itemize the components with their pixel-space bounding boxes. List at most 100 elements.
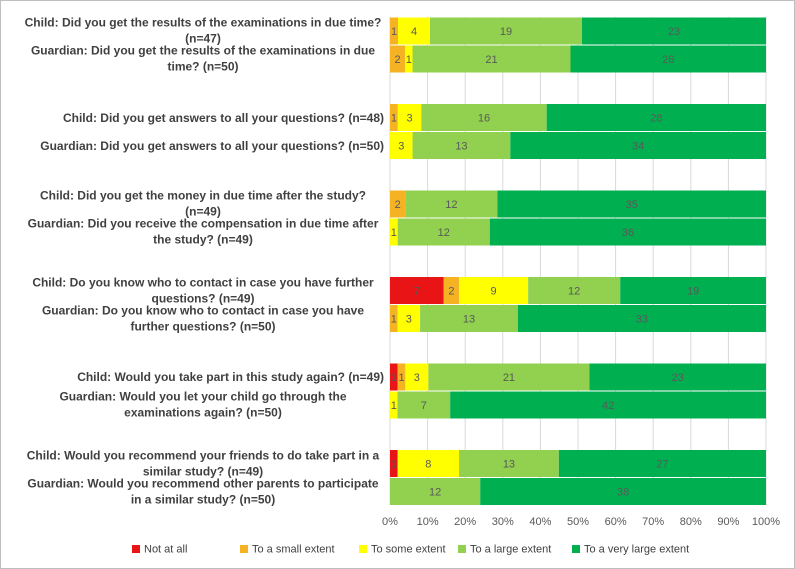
x-tick-label: 30% — [492, 516, 514, 528]
bar-segment — [546, 104, 766, 131]
data-label: 33 — [636, 313, 648, 325]
category-text: Child: Did you get the results of the ex… — [24, 15, 382, 46]
bar-segment — [390, 17, 398, 45]
x-tick-label: 90% — [717, 516, 739, 528]
data-label: 1 — [391, 26, 397, 38]
bar-segment — [450, 391, 766, 419]
bar-segment — [430, 17, 582, 45]
bar-segment — [582, 17, 766, 45]
category-text: Child: Would you take part in this study… — [77, 370, 384, 384]
legend-swatch — [359, 545, 367, 553]
bar-segment — [420, 305, 518, 332]
data-label: 13 — [455, 140, 467, 152]
category-label: Child: Would you take part in this study… — [14, 368, 384, 386]
bar-segment — [459, 450, 559, 477]
bar-segment — [390, 391, 398, 419]
legend-label: To some extent — [371, 543, 446, 555]
data-label: 2 — [394, 54, 400, 66]
data-label: 26 — [662, 54, 674, 66]
bar-segment — [397, 363, 406, 391]
bar-segment — [428, 363, 590, 391]
bar-segment — [421, 104, 547, 131]
data-label: 1 — [406, 54, 412, 66]
category-text: Guardian: Did you receive the compensati… — [27, 216, 379, 247]
category-label: Guardian: Did you get answers to all you… — [14, 137, 384, 155]
bar-segment — [397, 305, 421, 332]
category-text: Child: Do you know who to contact in cas… — [32, 275, 374, 305]
legend-label: To a very large extent — [584, 543, 689, 555]
data-label: 23 — [668, 26, 680, 38]
bar-segment — [412, 132, 511, 159]
category-label: Child: Did you get answers to all your q… — [14, 109, 384, 127]
data-label: 4 — [411, 26, 417, 38]
x-tick-label: 80% — [680, 516, 702, 528]
category-label: Guardian: Did you get the results of the… — [14, 43, 384, 76]
data-label: 42 — [602, 400, 614, 412]
data-label: 3 — [414, 372, 420, 384]
bar-segment — [390, 218, 398, 246]
bar-segment — [390, 132, 413, 159]
data-label: 1 — [391, 227, 397, 239]
x-tick-label: 100% — [752, 516, 780, 528]
bar-segment — [459, 277, 529, 304]
data-label: 34 — [632, 140, 644, 152]
bar-segment — [412, 45, 571, 73]
bar-segment — [390, 305, 398, 332]
bar-segment — [397, 450, 460, 477]
data-label: 2 — [448, 285, 454, 297]
category-text: Child: Did you get answers to all your q… — [62, 110, 384, 125]
bar-segment — [517, 305, 766, 332]
data-label: 1 — [391, 400, 397, 412]
bar-segment — [405, 363, 429, 391]
bar-segment — [405, 45, 413, 73]
category-label: Guardian: Do you know who to contact in … — [14, 302, 384, 335]
data-label: 28 — [650, 112, 662, 124]
category-text: Child: Would you recommend your friends … — [26, 448, 380, 478]
data-label: 16 — [478, 112, 490, 124]
data-label: 1 — [391, 313, 397, 325]
category-label: Child: Did you get the results of the ex… — [14, 15, 384, 48]
x-tick-label: 70% — [642, 516, 664, 528]
data-label: 1 — [398, 372, 404, 384]
bar-segment — [589, 363, 766, 391]
data-label: 1 — [391, 372, 397, 384]
legend-swatch — [458, 545, 466, 553]
data-label: 19 — [500, 26, 512, 38]
data-label: 2 — [395, 199, 401, 211]
data-label: 12 — [568, 285, 580, 297]
data-label: 8 — [425, 458, 431, 470]
bar-segment — [390, 277, 444, 304]
bar-segment — [510, 132, 766, 159]
bar-segment — [390, 450, 398, 477]
bar-segment — [480, 478, 766, 505]
data-label: 38 — [617, 486, 629, 498]
bar-segment — [397, 218, 490, 246]
data-label: 35 — [626, 199, 638, 211]
data-label: 36 — [622, 227, 634, 239]
legend-label: To a large extent — [470, 543, 551, 555]
bar-segment — [570, 45, 766, 73]
category-label: Guardian: Would you let your child go th… — [14, 389, 384, 422]
legend-label: Not at all — [144, 543, 187, 555]
x-tick-label: 10% — [417, 516, 439, 528]
bar-segment — [443, 277, 460, 304]
data-label: 12 — [445, 199, 457, 211]
data-label: 21 — [503, 372, 515, 384]
bar-segment — [390, 104, 398, 131]
legend-swatch — [572, 545, 580, 553]
x-tick-label: 50% — [567, 516, 589, 528]
bar-segment — [390, 45, 406, 73]
data-label: 1 — [391, 112, 397, 124]
bar-segment — [528, 277, 621, 304]
category-text: Guardian: Do you know who to contact in … — [41, 303, 365, 333]
data-label: 7 — [414, 285, 420, 297]
data-label: 3 — [398, 140, 404, 152]
data-label: 27 — [656, 458, 668, 470]
bar-segment — [405, 190, 498, 218]
category-text: Guardian: Would you let your child go th… — [59, 389, 347, 420]
bar-segment — [390, 363, 398, 391]
x-tick-label: 40% — [529, 516, 551, 528]
x-tick-label: 60% — [605, 516, 627, 528]
